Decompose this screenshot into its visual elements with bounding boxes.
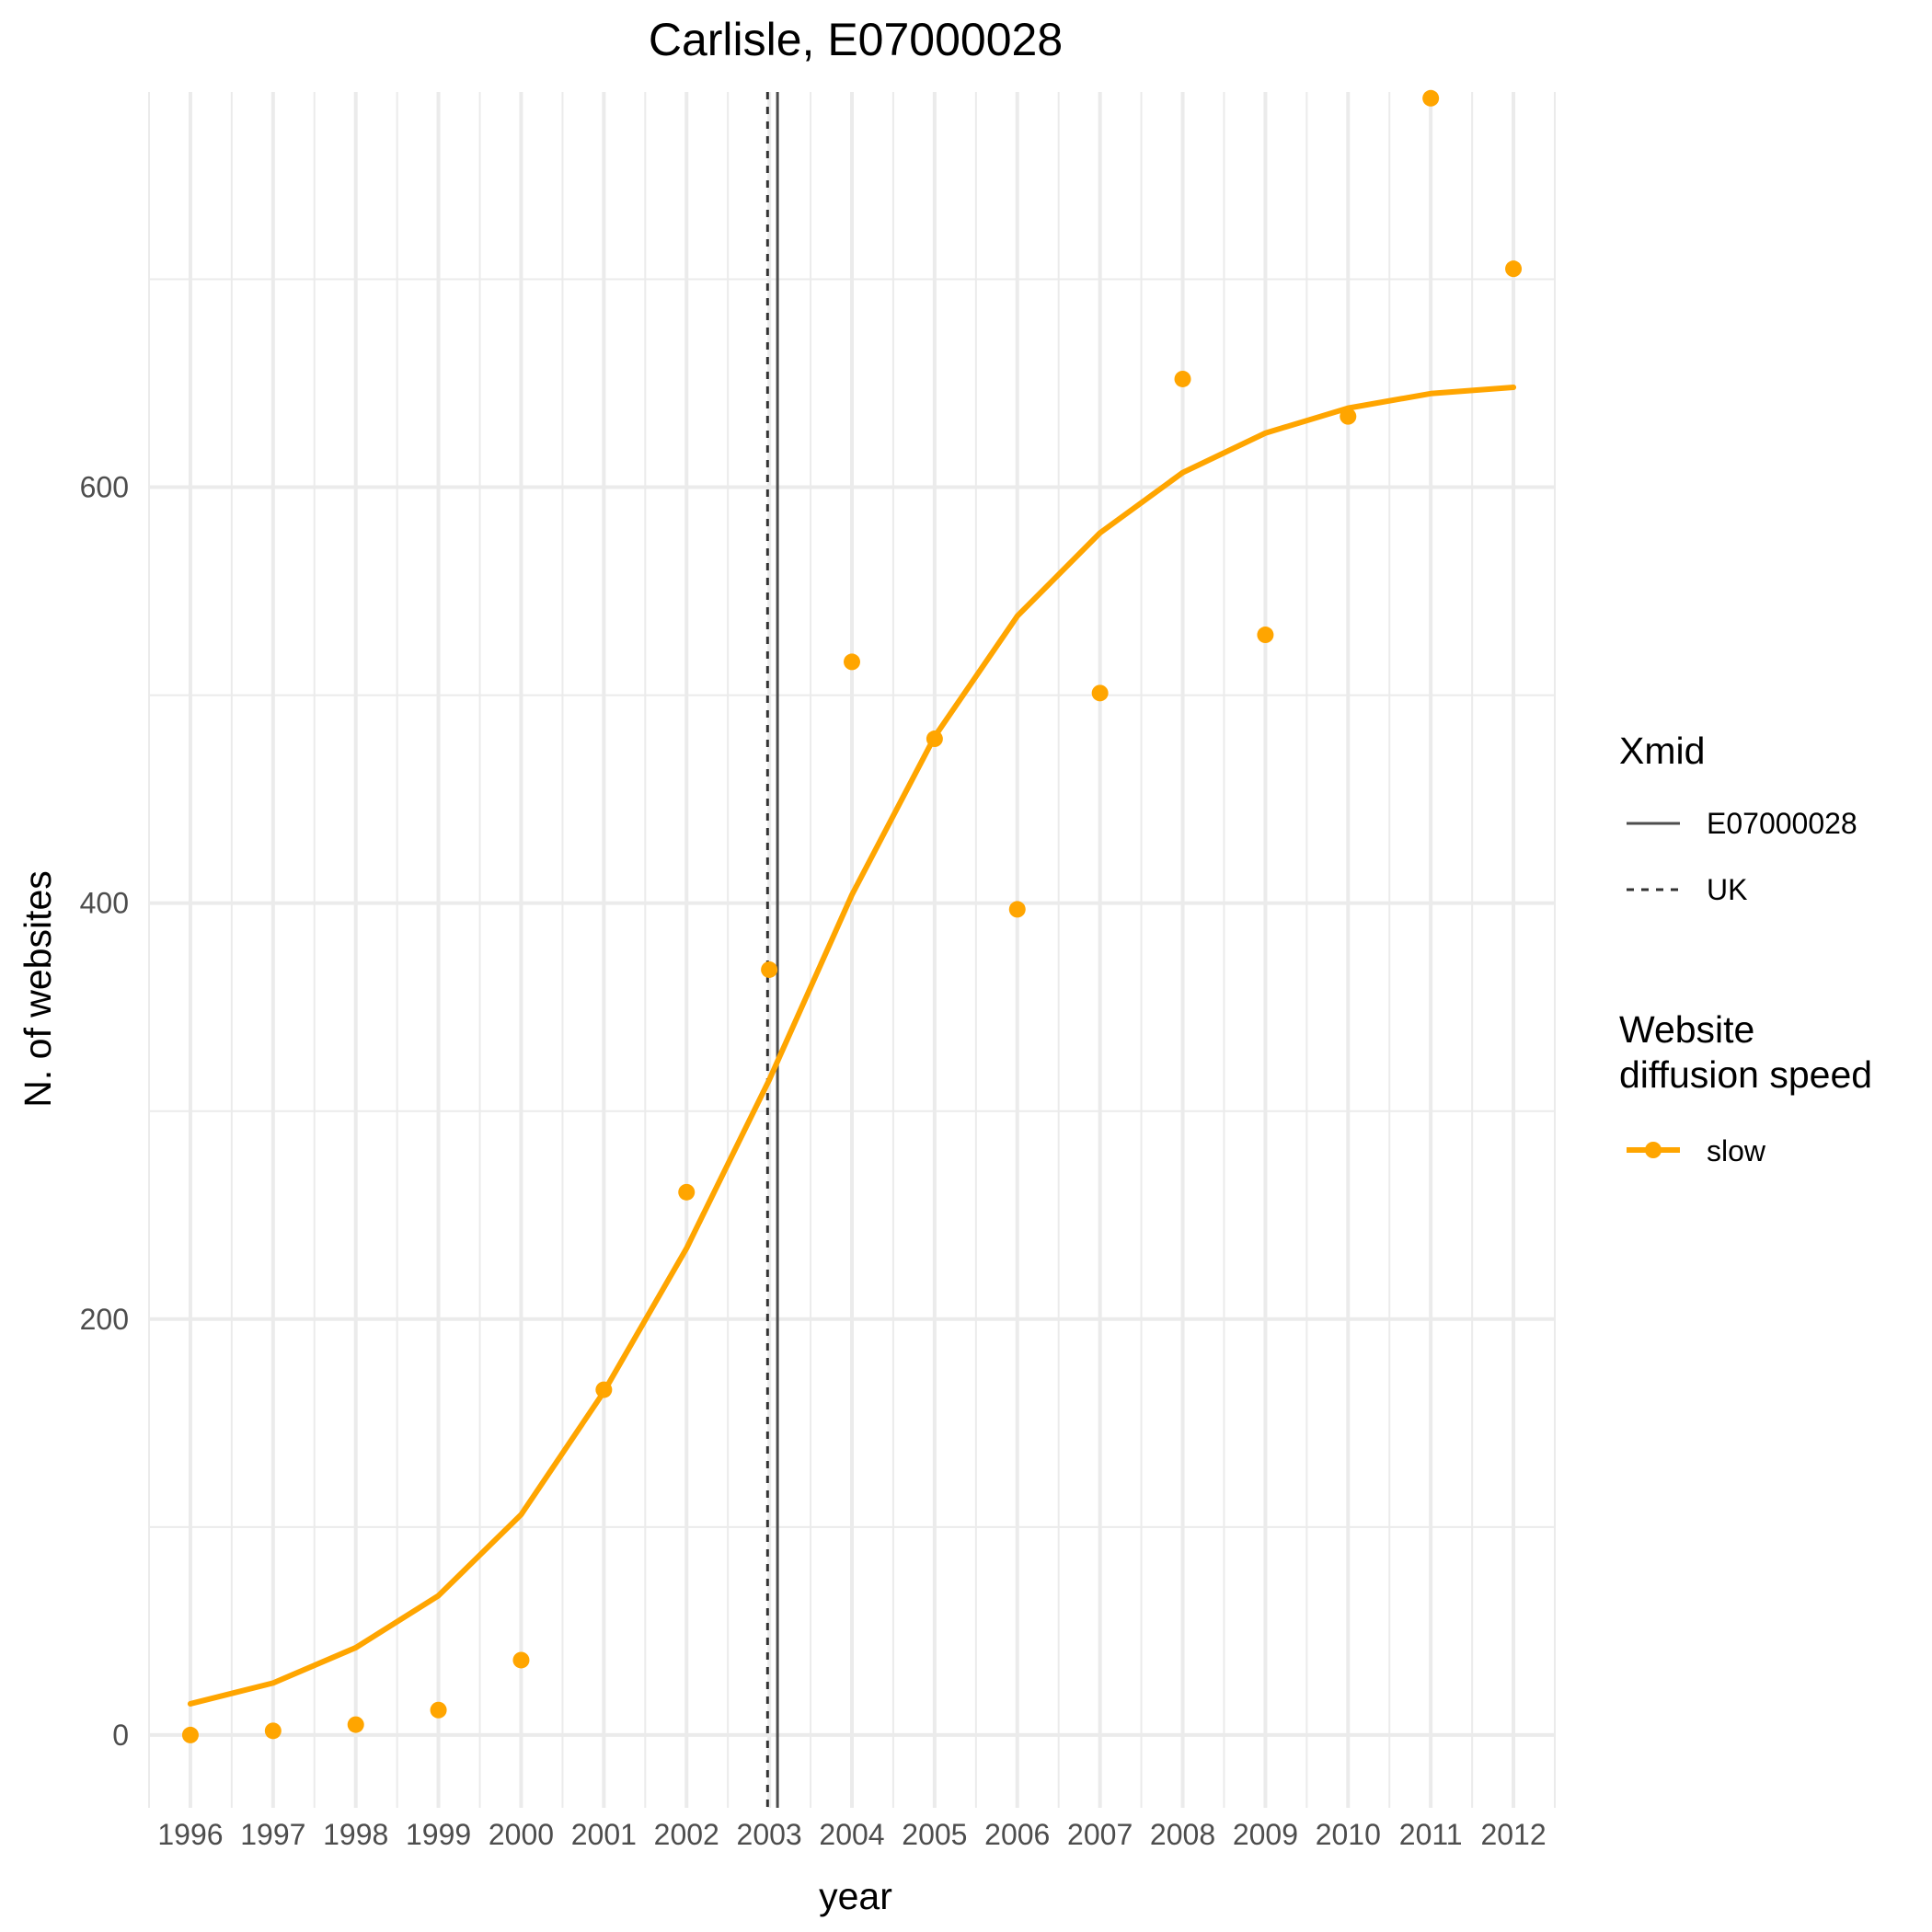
legend-label-slow: slow [1707, 1134, 1766, 1167]
x-tick-label: 2003 [737, 1818, 802, 1851]
data-point [1174, 370, 1191, 387]
legend-title-speed-line2: diffusion speed [1619, 1053, 1872, 1096]
legend: Xmid E07000028 UK Website diffusion spee… [1619, 730, 1872, 1167]
x-axis-title: year [819, 1875, 892, 1917]
data-point [595, 1381, 613, 1398]
series-line-slow [187, 385, 1517, 1707]
y-tick-label: 0 [112, 1719, 129, 1752]
data-point [347, 1716, 364, 1733]
axes: 1996 1997 1998 1999 2000 2001 2002 2003 2004 2005… [80, 471, 1547, 1851]
x-tick-label: 2012 [1480, 1818, 1546, 1851]
legend-label-uk: UK [1707, 873, 1747, 906]
x-tick-label: 2011 [1399, 1818, 1463, 1851]
x-tick-label: 2005 [902, 1818, 967, 1851]
grid [148, 92, 1556, 1808]
y-tick-label: 200 [80, 1303, 129, 1336]
x-tick-label: 2007 [1067, 1818, 1133, 1851]
data-point [1422, 89, 1440, 107]
x-tick-label: 1996 [157, 1818, 223, 1851]
x-tick-label: 2000 [489, 1818, 554, 1851]
data-point [678, 1183, 696, 1201]
data-point [264, 1722, 282, 1740]
data-point [761, 960, 778, 978]
x-tick-label: 1999 [406, 1818, 471, 1851]
x-tick-label: 2010 [1316, 1818, 1381, 1851]
chart-title: Carlisle, E07000028 [649, 14, 1063, 65]
data-point [844, 653, 860, 671]
data-point [430, 1701, 447, 1719]
data-point [926, 730, 943, 748]
legend-key-slow-point [1645, 1142, 1662, 1158]
x-tick-label: 2009 [1233, 1818, 1298, 1851]
legend-title-xmid: Xmid [1619, 730, 1705, 772]
x-tick-label: 2001 [571, 1818, 637, 1851]
y-tick-label: 600 [80, 471, 129, 504]
x-tick-label: 2004 [819, 1818, 884, 1851]
data-point [512, 1651, 530, 1669]
x-tick-label: 2006 [984, 1818, 1050, 1851]
data-point [1091, 684, 1109, 702]
data-point [1505, 260, 1523, 278]
x-tick-label: 2008 [1150, 1818, 1215, 1851]
data-point [181, 1726, 199, 1743]
legend-title-speed-line1: Website [1619, 1008, 1754, 1051]
y-axis-title: N. of websites [17, 870, 59, 1108]
y-tick-label: 400 [80, 887, 129, 920]
data-point [1340, 408, 1357, 425]
x-tick-label: 1998 [323, 1818, 388, 1851]
legend-label-e07000028: E07000028 [1707, 807, 1857, 840]
reference-lines [765, 92, 779, 1808]
data-point [1257, 627, 1274, 644]
x-tick-label: 1997 [240, 1818, 305, 1851]
data-point [1008, 901, 1026, 918]
series [181, 89, 1523, 1743]
x-tick-label: 2002 [654, 1818, 719, 1851]
